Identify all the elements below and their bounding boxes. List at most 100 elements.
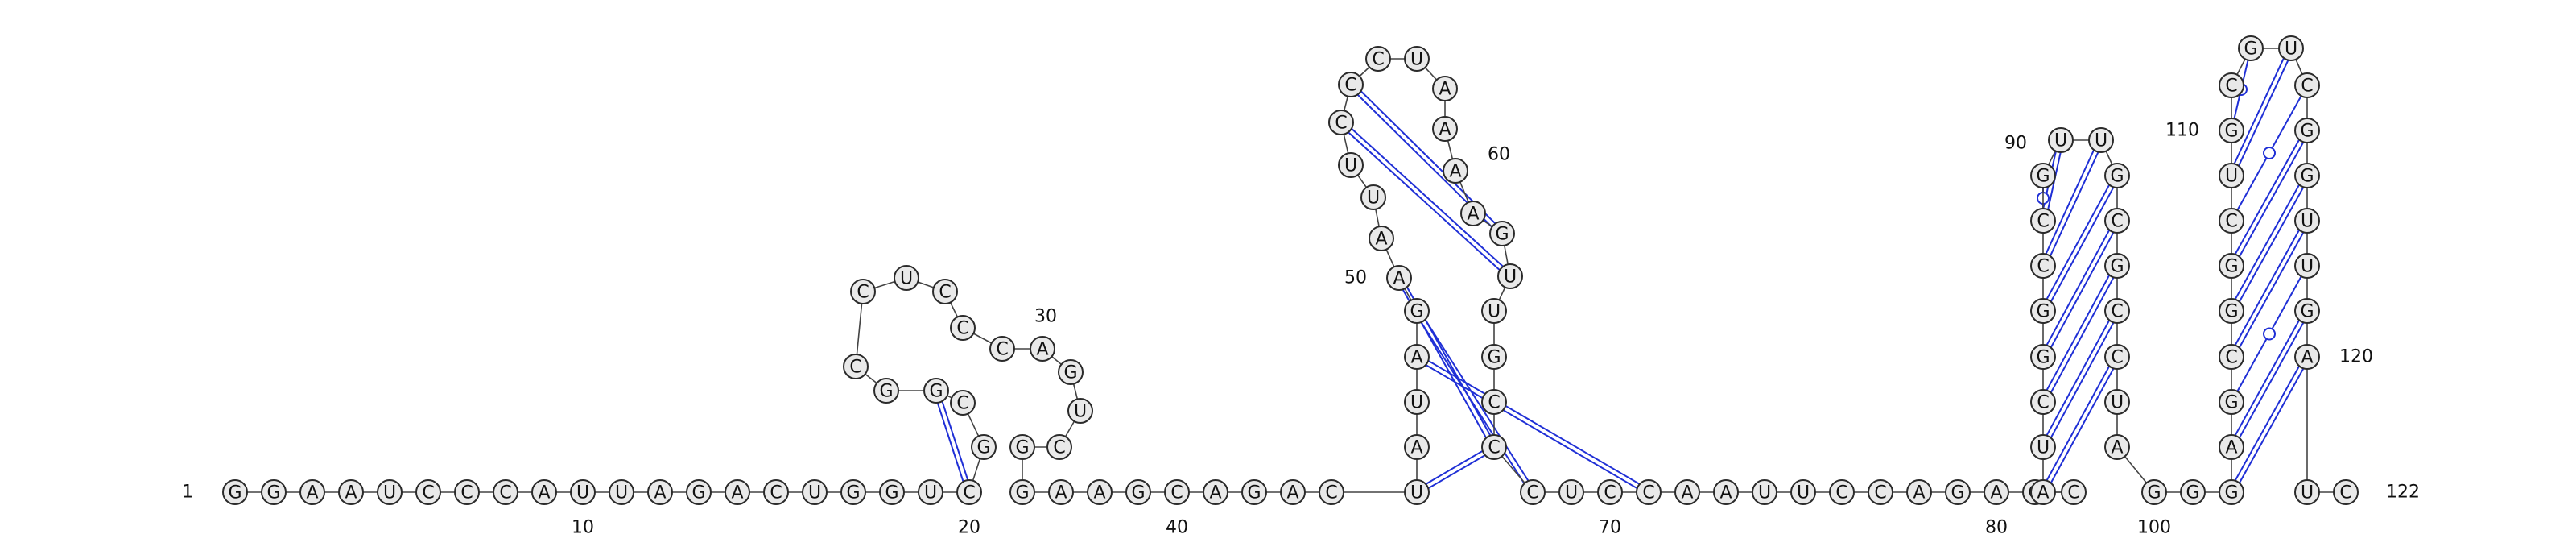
nucleotide-circle — [894, 265, 919, 291]
nucleotide: C — [1365, 46, 1391, 72]
nucleotide-letter: C — [939, 283, 951, 303]
nucleotide-letter: U — [2054, 131, 2067, 151]
nucleotide: C — [1829, 479, 1855, 505]
nucleotide-circle — [1868, 479, 1893, 505]
base-pair — [2228, 219, 2310, 358]
nucleotide-letter: C — [1372, 50, 1384, 70]
nucleotide-circle — [1520, 479, 1546, 505]
pair-bond — [2232, 48, 2294, 177]
nucleotide: A — [1404, 434, 1430, 460]
pair-bond — [1418, 448, 1496, 495]
nucleotide-letter: C — [2037, 257, 2049, 277]
nucleotide-circle — [1365, 46, 1391, 72]
nucleotide-circle — [2104, 208, 2130, 234]
nucleotide: C — [1481, 389, 1507, 415]
nucleotide: G — [2294, 163, 2320, 188]
nucleotide-letter: C — [460, 483, 473, 503]
nucleotide-circle — [2030, 253, 2056, 279]
nucleotide-circle — [1404, 298, 1430, 324]
base-pair — [1414, 444, 1496, 495]
nucleotide-letter: G — [1951, 483, 1964, 503]
nucleotide-letter: C — [1604, 483, 1616, 503]
nucleotide: G — [923, 378, 949, 404]
nucleotide-letter: C — [996, 340, 1008, 360]
nucleotide-letter: U — [924, 483, 937, 503]
nucleotide-circle — [299, 479, 325, 505]
nucleotide-circle — [1360, 184, 1386, 210]
nucleotide-circle — [802, 479, 828, 505]
nucleotide: G — [2219, 298, 2244, 324]
nucleotide-letter: U — [615, 483, 628, 503]
nucleotide: C — [950, 390, 976, 416]
pair-bond — [2228, 129, 2306, 266]
nucleotide-circle — [989, 336, 1015, 362]
nucleotide-letter: U — [1410, 393, 1423, 413]
nucleotide: G — [2219, 389, 2244, 415]
nucleotide-letter: U — [808, 483, 821, 503]
pair-bond — [2232, 130, 2310, 267]
nucleotide: A — [2294, 344, 2320, 370]
position-label: 90 — [2004, 134, 2027, 154]
nucleotide-letter: C — [1344, 76, 1356, 96]
nucleotide-circle — [1125, 479, 1151, 505]
nucleotide-circle — [763, 479, 789, 505]
nucleotide-letter: U — [1504, 267, 1517, 288]
nucleotide-circle — [647, 479, 673, 505]
nucleotide-letter: G — [2300, 302, 2314, 322]
nucleotide-letter: C — [1642, 483, 1654, 503]
pair-bond — [2040, 264, 2116, 402]
nucleotide-circle — [2104, 434, 2130, 460]
nucleotide-letter: G — [691, 483, 705, 503]
nucleotide: C — [2030, 389, 2056, 415]
nucleotide: G — [873, 378, 899, 404]
nucleotide: C — [850, 279, 876, 304]
nucleotide-letter: U — [2301, 483, 2314, 503]
nucleotide-letter: G — [1131, 483, 1145, 503]
nucleotide-letter: C — [1874, 483, 1886, 503]
base-pair — [2228, 355, 2310, 494]
nucleotide: U — [570, 479, 596, 505]
base-pair — [2228, 129, 2310, 267]
nucleotide: C — [1164, 479, 1190, 505]
nucleotide-circle — [2141, 479, 2167, 505]
nucleotide-circle — [1497, 263, 1523, 289]
base-pair-layer — [933, 47, 2310, 495]
nucleotide-letter: A — [2111, 438, 2123, 458]
nucleotide-letter: A — [1990, 483, 2002, 503]
nucleotide: C — [1328, 110, 1354, 135]
nucleotide: A — [299, 479, 325, 505]
nucleotide-circle — [1328, 110, 1354, 135]
position-label: 40 — [1166, 518, 1188, 538]
nucleotide-circle — [1048, 479, 1074, 505]
nucleotide: A — [1280, 479, 1306, 505]
nucleotide-letter: C — [2067, 483, 2079, 503]
nucleotide-letter: C — [956, 319, 968, 339]
nucleotide-circle — [1752, 479, 1777, 505]
nucleotide: C — [989, 336, 1015, 362]
nucleotide-circle — [493, 479, 518, 505]
nucleotide-letter: A — [1467, 205, 1479, 225]
nucleotide: G — [1058, 359, 1084, 385]
nucleotide-letter: C — [2225, 348, 2237, 368]
nucleotide: C — [2030, 208, 2056, 234]
nucleotide: G — [971, 434, 997, 460]
nucleotide-circle — [2219, 344, 2244, 370]
nucleotide-letter: G — [929, 382, 943, 402]
base-pair — [2228, 47, 2294, 177]
nucleotide: C — [843, 354, 869, 379]
nucleotide-letter: U — [1410, 483, 1423, 503]
nucleotide-letter: A — [1439, 120, 1451, 140]
position-label: 10 — [572, 518, 594, 538]
nucleotide: C — [1520, 479, 1546, 505]
nucleotide: U — [894, 265, 919, 291]
nucleotide: U — [1404, 46, 1430, 72]
nucleotide-circle — [2294, 479, 2320, 505]
nucleotide: G — [2180, 479, 2206, 505]
nucleotide: C — [415, 479, 441, 505]
base-pair — [2231, 265, 2308, 403]
nucleotide: G — [261, 479, 287, 505]
nucleotide-circle — [1164, 479, 1190, 505]
nucleotide-letter: A — [2225, 438, 2237, 458]
nucleotide-circle — [222, 479, 248, 505]
nucleotide: A — [1674, 479, 1700, 505]
